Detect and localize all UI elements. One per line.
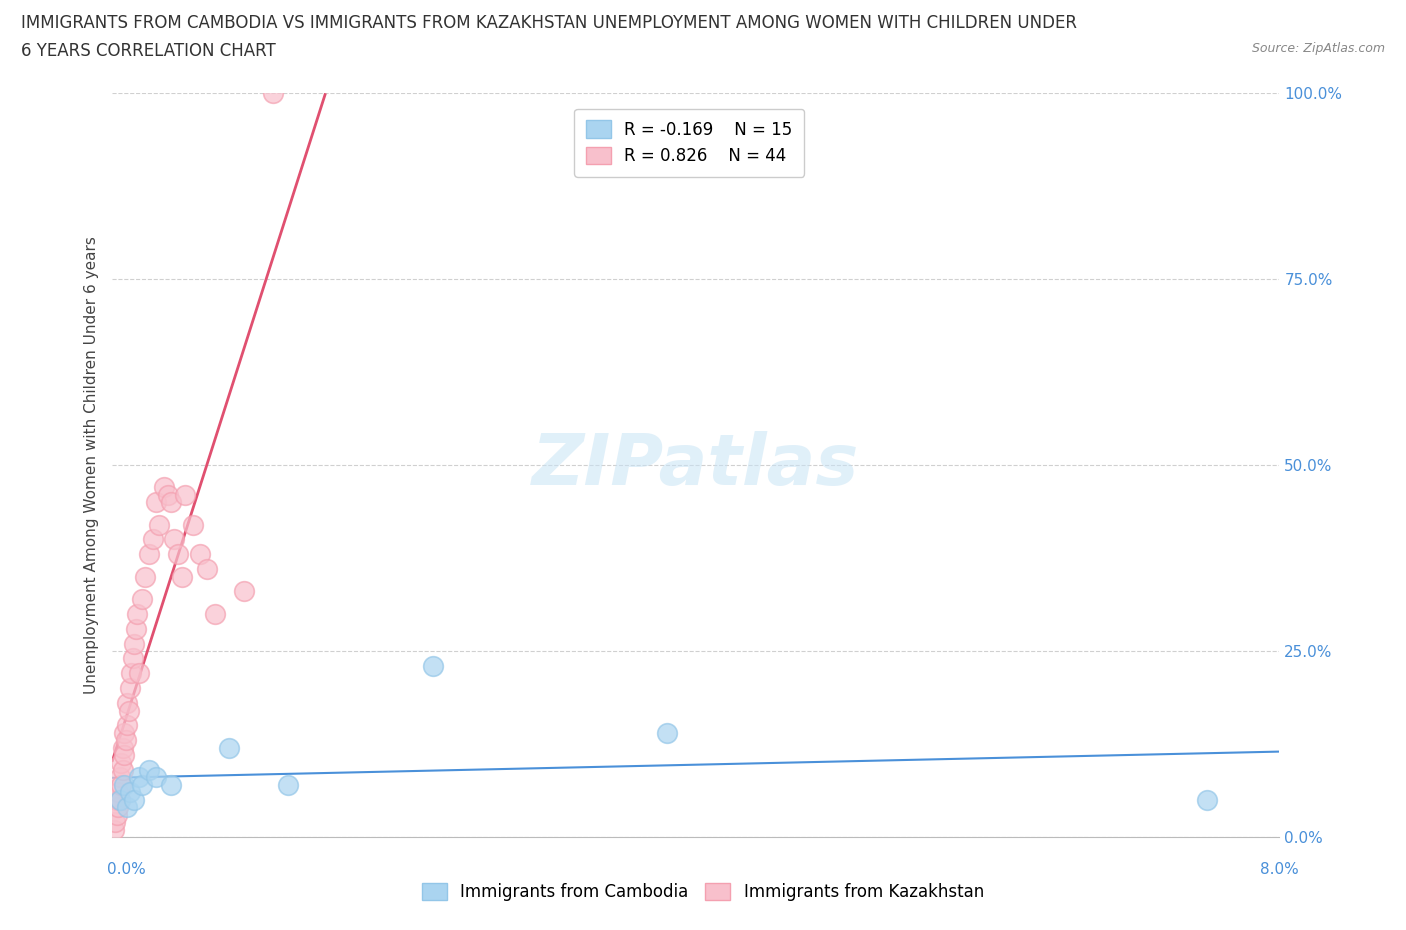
Point — [204, 606, 226, 621]
Point — [112, 748, 135, 763]
Point — [145, 770, 167, 785]
Point — [124, 636, 146, 651]
Point — [115, 696, 138, 711]
Point — [156, 487, 179, 502]
Point — [127, 606, 149, 621]
Point — [160, 495, 183, 510]
Point — [138, 763, 160, 777]
Point — [107, 800, 129, 815]
Point — [131, 777, 153, 792]
Text: Source: ZipAtlas.com: Source: ZipAtlas.com — [1251, 42, 1385, 55]
Point — [115, 718, 138, 733]
Point — [145, 495, 167, 510]
Point — [1195, 792, 1218, 807]
Y-axis label: Unemployment Among Women with Children Under 6 years: Unemployment Among Women with Children U… — [83, 236, 98, 694]
Point — [172, 569, 194, 584]
Point — [218, 740, 240, 755]
Point — [134, 569, 156, 584]
Point — [174, 487, 197, 502]
Text: 6 YEARS CORRELATION CHART: 6 YEARS CORRELATION CHART — [21, 42, 276, 60]
Point — [124, 792, 146, 807]
Point — [108, 770, 131, 785]
Point — [142, 532, 165, 547]
Point — [128, 770, 150, 785]
Point — [120, 666, 142, 681]
Text: ZIPatlas: ZIPatlas — [533, 431, 859, 499]
Legend: Immigrants from Cambodia, Immigrants from Kazakhstan: Immigrants from Cambodia, Immigrants fro… — [415, 876, 991, 908]
Point — [112, 725, 135, 740]
Point — [188, 547, 211, 562]
Point — [115, 800, 138, 815]
Point — [110, 777, 132, 792]
Point — [107, 785, 129, 800]
Text: 0.0%: 0.0% — [107, 862, 146, 877]
Point — [112, 777, 135, 792]
Point — [148, 517, 170, 532]
Point — [167, 547, 190, 562]
Point — [276, 777, 298, 792]
Point — [105, 807, 128, 822]
Point — [160, 777, 183, 792]
Point — [232, 584, 254, 599]
Point — [163, 532, 186, 547]
Point — [152, 480, 174, 495]
Point — [122, 651, 145, 666]
Point — [118, 785, 141, 800]
Point — [131, 591, 153, 606]
Point — [181, 517, 204, 532]
Point — [262, 86, 284, 100]
Point — [108, 792, 131, 807]
Point — [422, 658, 444, 673]
Point — [105, 792, 128, 807]
Point — [111, 763, 134, 777]
Point — [118, 681, 141, 696]
Point — [125, 621, 148, 636]
Text: 8.0%: 8.0% — [1260, 862, 1299, 877]
Point — [104, 815, 127, 830]
Point — [103, 822, 125, 837]
Legend: R = -0.169    N = 15, R = 0.826    N = 44: R = -0.169 N = 15, R = 0.826 N = 44 — [575, 109, 804, 177]
Point — [195, 562, 218, 577]
Point — [138, 547, 160, 562]
Point — [655, 725, 678, 740]
Point — [110, 755, 132, 770]
Point — [128, 666, 150, 681]
Point — [108, 792, 131, 807]
Point — [114, 733, 136, 748]
Point — [111, 740, 134, 755]
Text: IMMIGRANTS FROM CAMBODIA VS IMMIGRANTS FROM KAZAKHSTAN UNEMPLOYMENT AMONG WOMEN : IMMIGRANTS FROM CAMBODIA VS IMMIGRANTS F… — [21, 14, 1077, 32]
Point — [117, 703, 139, 718]
